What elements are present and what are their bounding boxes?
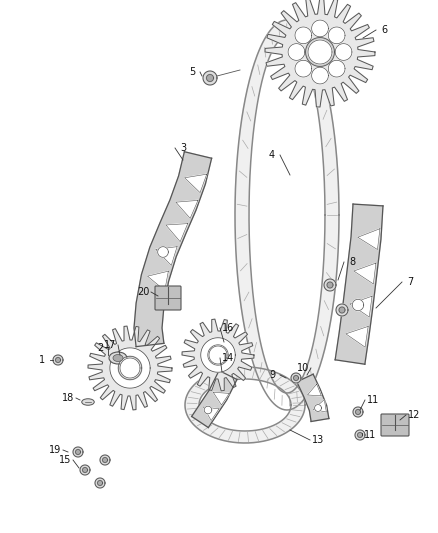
Polygon shape: [353, 407, 363, 417]
Text: 15: 15: [59, 455, 71, 465]
Text: 10: 10: [297, 363, 309, 373]
Polygon shape: [203, 407, 219, 421]
Text: 9: 9: [269, 370, 275, 380]
Polygon shape: [209, 346, 227, 364]
Text: 11: 11: [364, 430, 376, 440]
Polygon shape: [358, 229, 380, 249]
Polygon shape: [75, 449, 81, 455]
Text: 3: 3: [180, 143, 186, 153]
Polygon shape: [313, 400, 326, 412]
Polygon shape: [88, 326, 172, 410]
Polygon shape: [306, 37, 335, 67]
Polygon shape: [312, 67, 328, 84]
Polygon shape: [335, 44, 352, 60]
Polygon shape: [56, 358, 60, 362]
Polygon shape: [235, 20, 339, 410]
Polygon shape: [356, 409, 360, 415]
Polygon shape: [293, 376, 299, 381]
Polygon shape: [166, 224, 188, 241]
Polygon shape: [295, 60, 312, 77]
Polygon shape: [110, 348, 150, 388]
Text: 8: 8: [349, 257, 355, 267]
Polygon shape: [201, 338, 235, 372]
Polygon shape: [199, 379, 291, 431]
Polygon shape: [307, 384, 321, 396]
Text: 7: 7: [407, 277, 413, 287]
Polygon shape: [328, 60, 345, 77]
Polygon shape: [336, 304, 348, 316]
Text: 2: 2: [97, 343, 103, 353]
Polygon shape: [102, 457, 107, 463]
Polygon shape: [354, 263, 376, 284]
Polygon shape: [82, 467, 88, 472]
Ellipse shape: [82, 399, 94, 405]
Polygon shape: [156, 247, 177, 265]
Text: 6: 6: [381, 25, 387, 35]
Ellipse shape: [109, 352, 127, 364]
Polygon shape: [314, 405, 321, 411]
FancyBboxPatch shape: [155, 286, 181, 310]
Polygon shape: [249, 37, 325, 393]
Polygon shape: [324, 279, 336, 291]
Polygon shape: [120, 358, 140, 378]
Polygon shape: [204, 406, 212, 414]
Polygon shape: [335, 204, 383, 364]
Polygon shape: [185, 174, 207, 192]
Polygon shape: [352, 300, 364, 311]
Text: 4: 4: [269, 150, 275, 160]
Polygon shape: [350, 296, 372, 317]
Polygon shape: [208, 345, 228, 365]
Polygon shape: [265, 0, 375, 107]
Polygon shape: [346, 326, 368, 347]
Polygon shape: [327, 282, 333, 288]
Polygon shape: [182, 319, 254, 391]
Text: 1: 1: [39, 355, 45, 365]
Polygon shape: [308, 40, 332, 64]
Polygon shape: [213, 392, 229, 405]
Polygon shape: [297, 374, 329, 422]
Polygon shape: [53, 355, 63, 365]
Text: 19: 19: [49, 445, 61, 455]
Polygon shape: [312, 20, 328, 37]
Text: 5: 5: [189, 67, 195, 77]
Polygon shape: [80, 465, 90, 475]
Text: 18: 18: [62, 393, 74, 403]
Ellipse shape: [113, 354, 123, 361]
Polygon shape: [339, 307, 345, 313]
Polygon shape: [357, 432, 363, 438]
Text: 16: 16: [222, 323, 234, 333]
Polygon shape: [192, 370, 237, 427]
Text: 17: 17: [104, 340, 116, 350]
FancyBboxPatch shape: [381, 414, 409, 436]
Polygon shape: [148, 271, 168, 290]
Polygon shape: [118, 356, 142, 379]
Text: 13: 13: [312, 435, 324, 445]
Text: 14: 14: [222, 353, 234, 363]
Polygon shape: [73, 447, 83, 457]
Polygon shape: [288, 44, 305, 60]
Text: 11: 11: [367, 395, 379, 405]
Polygon shape: [203, 71, 217, 85]
Polygon shape: [328, 27, 345, 44]
Polygon shape: [291, 373, 301, 383]
Polygon shape: [158, 247, 168, 257]
Polygon shape: [185, 367, 305, 443]
Polygon shape: [176, 200, 198, 219]
Polygon shape: [134, 152, 212, 346]
Polygon shape: [95, 478, 105, 488]
Polygon shape: [100, 455, 110, 465]
Polygon shape: [295, 27, 312, 44]
Polygon shape: [207, 75, 213, 82]
Polygon shape: [355, 430, 365, 440]
Text: 20: 20: [137, 287, 149, 297]
Polygon shape: [98, 481, 102, 486]
Text: 12: 12: [408, 410, 420, 420]
